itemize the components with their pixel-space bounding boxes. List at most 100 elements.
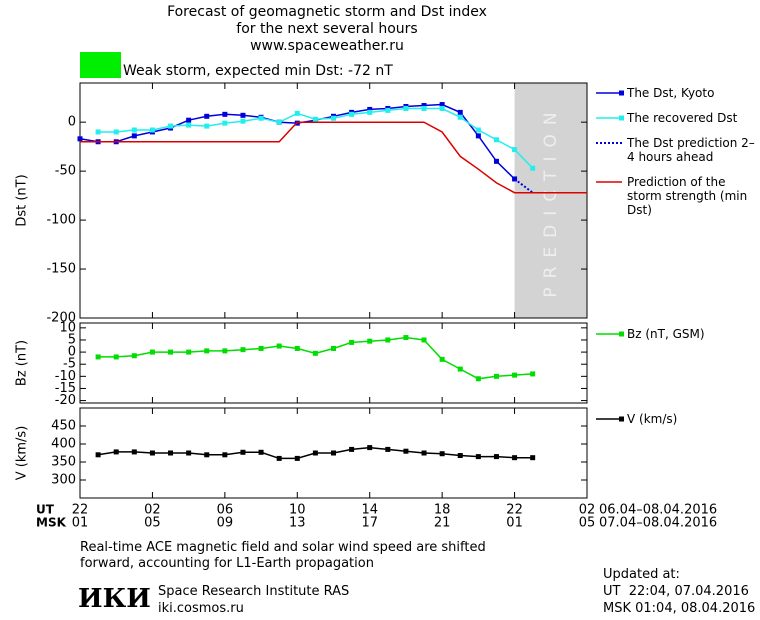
data-point bbox=[421, 450, 427, 456]
data-point bbox=[168, 123, 174, 129]
legend-label: The Dst prediction 2–4 hours ahead bbox=[627, 136, 755, 164]
data-point bbox=[186, 349, 192, 355]
site: iki.cosmos.ru bbox=[158, 601, 244, 616]
data-point bbox=[512, 176, 518, 182]
x-tick-label: 22 bbox=[72, 503, 89, 518]
x2-tick-label: 01 bbox=[72, 516, 89, 531]
data-point bbox=[95, 129, 101, 135]
x-date-range: 06.04–08.04.2016 bbox=[599, 503, 717, 518]
data-point bbox=[294, 455, 300, 461]
x-tick-label: 10 bbox=[289, 503, 306, 518]
storm-indicator bbox=[80, 52, 121, 78]
legend-swatch bbox=[596, 416, 624, 422]
data-point bbox=[421, 105, 427, 111]
legend-label: The recovered Dst bbox=[627, 111, 738, 125]
x-tick-label: 02 bbox=[579, 503, 596, 518]
data-point bbox=[367, 106, 373, 112]
data-point bbox=[312, 450, 318, 456]
data-point bbox=[168, 349, 174, 355]
y-tick-label: -50 bbox=[55, 164, 76, 179]
data-point bbox=[331, 115, 336, 121]
data-point bbox=[493, 158, 499, 164]
legend-swatch bbox=[596, 331, 624, 337]
updated: MSK 01:04, 08.04.2016 bbox=[603, 601, 756, 616]
prediction-band bbox=[514, 83, 587, 318]
data-point bbox=[149, 127, 155, 133]
x-tick-label: 02 bbox=[144, 503, 161, 518]
legend-swatch bbox=[596, 90, 624, 96]
y-tick-label: 0 bbox=[68, 115, 76, 130]
data-point bbox=[385, 337, 391, 343]
data-point bbox=[113, 129, 119, 135]
series-line bbox=[98, 336, 533, 380]
y-tick-label: -10 bbox=[55, 369, 76, 384]
series-line bbox=[80, 121, 587, 194]
data-point bbox=[131, 127, 137, 133]
legend-label: V (km/s) bbox=[627, 412, 678, 426]
data-point bbox=[439, 105, 445, 111]
y-tick-label: 5 bbox=[68, 332, 76, 347]
x2-tick-label: 13 bbox=[289, 516, 306, 531]
data-point bbox=[240, 347, 246, 353]
x-tick-label: 06 bbox=[217, 503, 234, 518]
data-point bbox=[294, 345, 300, 351]
data-point bbox=[204, 348, 210, 354]
y-axis-label: Dst (nT) bbox=[15, 174, 30, 226]
title-line: www.spaceweather.ru bbox=[250, 38, 404, 54]
x-tick-label: 22 bbox=[506, 503, 523, 518]
data-point bbox=[113, 354, 119, 360]
data-point bbox=[258, 449, 264, 455]
data-point bbox=[512, 455, 518, 461]
data-point bbox=[222, 120, 228, 126]
x2-axis-label: MSK bbox=[36, 516, 67, 530]
data-point bbox=[475, 376, 481, 382]
data-point bbox=[530, 371, 536, 377]
institute: Space Research Institute RAS bbox=[158, 584, 350, 599]
note-line: forward, accounting for L1-Earth propaga… bbox=[80, 556, 374, 571]
legend-label: Bz (nT, GSM) bbox=[627, 327, 705, 341]
data-point bbox=[186, 117, 192, 123]
legend-entry: V (km/s) bbox=[594, 412, 759, 426]
plot-frame bbox=[79, 322, 588, 404]
data-point bbox=[475, 127, 481, 133]
legend: V (km/s) bbox=[594, 412, 759, 437]
legend: Bz (nT, GSM) bbox=[594, 327, 759, 352]
data-point bbox=[385, 446, 391, 452]
data-point bbox=[439, 356, 445, 362]
data-point bbox=[385, 107, 391, 113]
data-point bbox=[131, 353, 137, 359]
y-tick-label: 10 bbox=[59, 320, 76, 335]
data-point bbox=[475, 454, 481, 460]
data-point bbox=[240, 112, 246, 118]
y-tick-label: 350 bbox=[51, 455, 76, 470]
data-point bbox=[530, 455, 536, 461]
data-point bbox=[331, 345, 336, 351]
data-point bbox=[421, 337, 427, 343]
legend-label: The Dst, Kyoto bbox=[627, 86, 715, 100]
legend-entry: Prediction of the storm strength (min Ds… bbox=[594, 175, 759, 217]
x2-tick-label: 05 bbox=[144, 516, 161, 531]
data-point bbox=[349, 339, 355, 345]
legend-entry: The recovered Dst bbox=[594, 111, 759, 125]
y-tick-label: -20 bbox=[55, 393, 76, 408]
y-tick-label: 450 bbox=[51, 419, 76, 434]
y-tick-label: -200 bbox=[46, 311, 76, 326]
title-line: Forecast of geomagnetic storm and Dst in… bbox=[167, 4, 487, 20]
data-point bbox=[204, 113, 210, 119]
data-point bbox=[403, 335, 409, 341]
x2-tick-label: 05 bbox=[579, 516, 596, 531]
prediction-label: PREDICTION bbox=[541, 103, 561, 297]
data-point bbox=[367, 338, 373, 344]
x2-tick-label: 09 bbox=[217, 516, 234, 531]
y-tick-label: 0 bbox=[68, 345, 76, 360]
x2-tick-label: 21 bbox=[434, 516, 451, 531]
legend-marker bbox=[619, 331, 624, 337]
data-point bbox=[276, 119, 282, 125]
y-axis-label: V (km/s) bbox=[15, 426, 30, 481]
data-point bbox=[475, 133, 481, 139]
data-point bbox=[113, 449, 119, 455]
data-point bbox=[222, 452, 228, 458]
data-point bbox=[493, 137, 499, 143]
y-tick-label: -15 bbox=[55, 381, 76, 396]
x-tick-label: 18 bbox=[434, 503, 451, 518]
